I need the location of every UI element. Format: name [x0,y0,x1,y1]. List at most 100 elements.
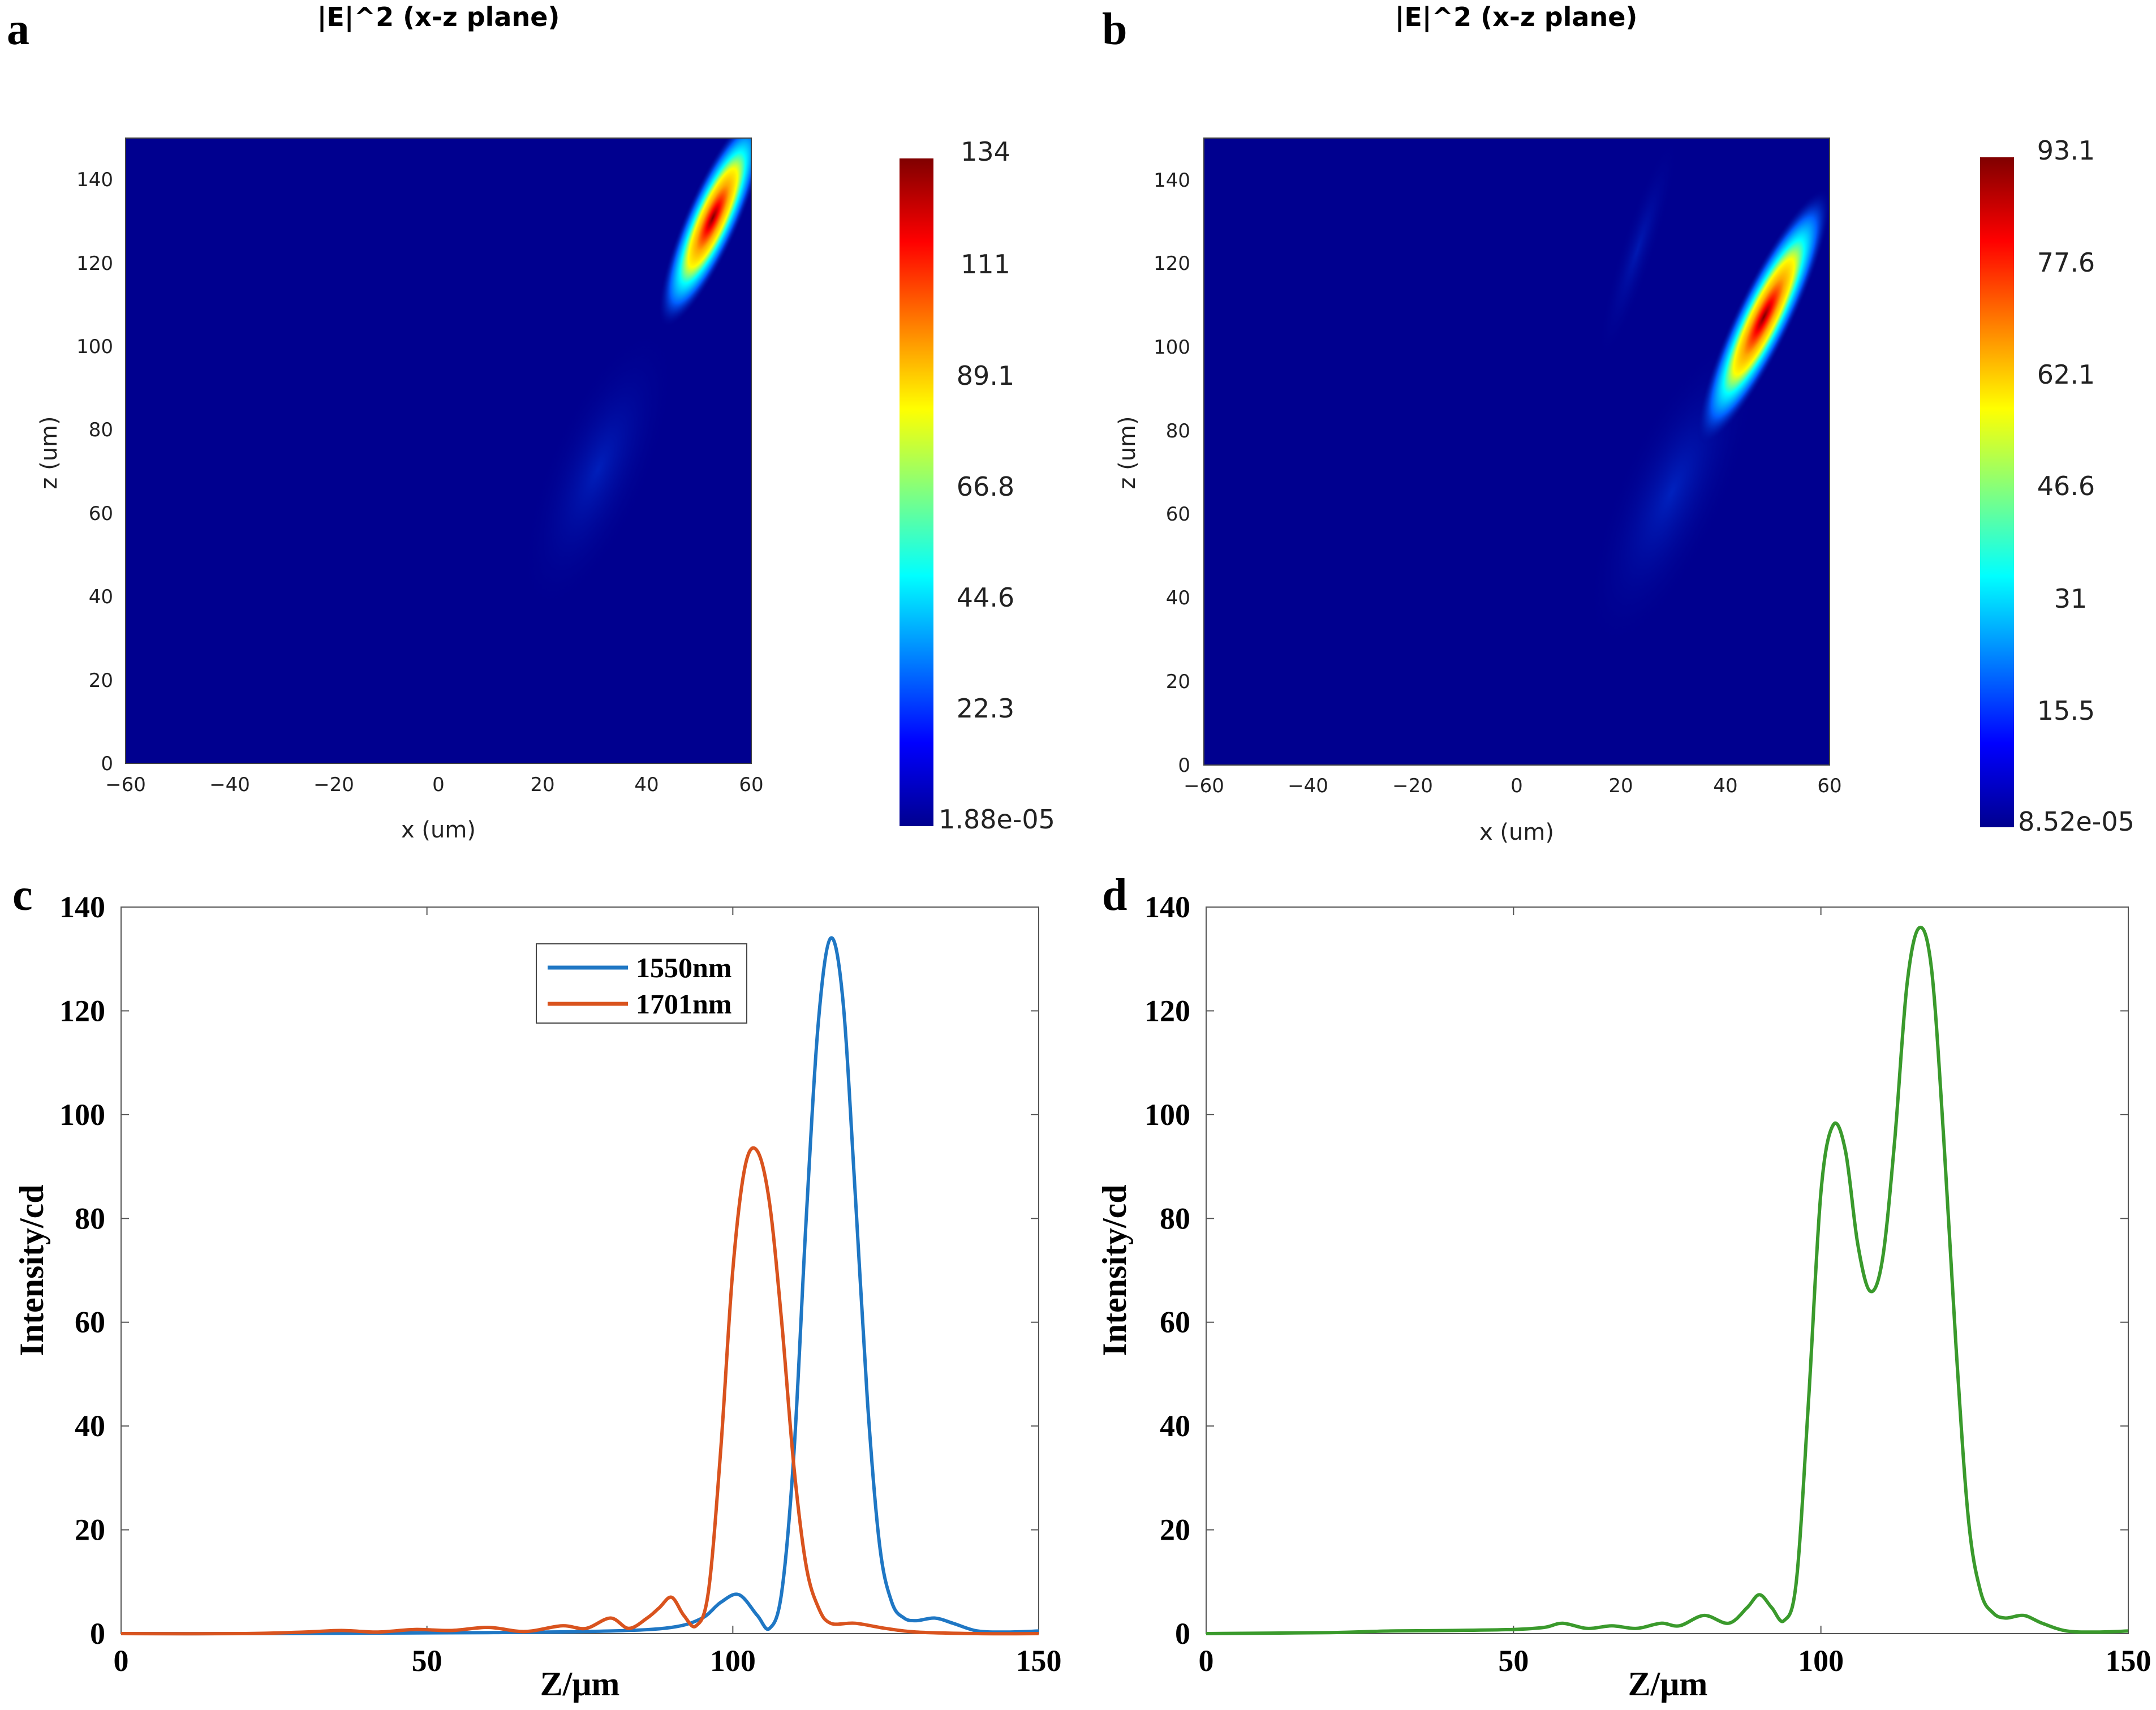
line-chart-c-ytick: 0 [90,1617,105,1651]
legend-label-1701nm: 1701nm [636,988,731,1020]
heatmap-a-ytick: 20 [89,669,113,692]
heatmap-a-xtick: −20 [313,774,354,796]
line-chart-d-ylabel: Intensity/cd [1096,1184,1133,1356]
heatmap-a-ytick: 120 [76,252,113,275]
heatmap-a-field [522,138,751,612]
heatmap-a-cbtick: 1.88e-05 [939,804,1055,835]
line-chart-c-series [121,936,1039,1636]
heatmap-a-cbtick: 22.3 [957,693,1014,724]
line-chart-c-ytick: 60 [75,1305,105,1339]
line-chart-d-series [1206,926,2129,1635]
heatmap-b-ytick: 20 [1166,671,1190,693]
heatmap-b-cbtick: 31 [2054,583,2088,614]
heatmap-a-ytick: 0 [101,753,113,775]
line-chart-c-xtick: 0 [114,1644,129,1678]
heatmap-b-ylabel: z (um) [1114,416,1141,489]
line-chart-c-xtick: 100 [710,1644,756,1678]
heatmap-a-xtick: 40 [634,774,659,796]
line-chart-d-frame [1206,906,2129,1634]
line-chart-c-xlabel: Z/μm [540,1665,620,1703]
heatmap-a-ticks: −60 −40 −20 0 20 40 60 0 20 40 60 80 100… [76,169,764,796]
line-chart-c-ticks: 0 50 100 150 0 20 40 60 80 100 120 140 [59,890,1062,1678]
line-chart-c-ytick: 40 [75,1409,105,1443]
heatmap-b-cbtick: 15.5 [2037,695,2095,726]
heatmap-a-ytick: 100 [76,336,113,358]
line-chart-c-ylabel: Intensity/cd [13,1184,50,1356]
heatmap-a-cbtick: 89.1 [957,360,1014,391]
heatmap-a-tail [522,327,674,612]
heatmap-a-xtick: 20 [530,774,554,796]
heatmap-b-ytick: 40 [1166,587,1190,609]
heatmap-a-cbtick: 134 [961,136,1010,167]
line-chart-c-frame [121,906,1039,1634]
heatmap-a-title: |E|^2 (x-z plane) [317,2,560,33]
heatmap-b-colorbar-ticks: 93.1 77.6 62.1 46.6 31 15.5 8.52e-05 [2018,135,2135,837]
heatmap-a-ytick: 40 [89,586,113,608]
line-chart-c-ytick: 100 [59,1098,105,1132]
heatmap-a-ytick: 140 [76,169,113,191]
heatmap-a-frame [125,138,752,764]
heatmap-b-ytick: 0 [1178,754,1190,777]
heatmap-b-cbtick: 8.52e-05 [2018,806,2135,837]
heatmap-b-xtick: 0 [1511,775,1523,797]
heatmap-b-cbtick: 46.6 [2037,471,2095,501]
heatmap-b-xtick: −40 [1288,775,1328,797]
heatmap-b-ytick: 60 [1166,503,1190,526]
heatmap-a-xtick: −40 [209,774,250,796]
heatmap-b-xtick: 20 [1608,775,1633,797]
heatmap-b-frame [1203,138,1830,766]
heatmap-a-ylabel: z (um) [36,416,62,489]
heatmap-b-title: |E|^2 (x-z plane) [1395,2,1638,33]
line-chart-c-ytick: 20 [75,1513,105,1547]
heatmap-a-colorbar [900,158,933,826]
line-chart-c-xtick: 50 [412,1644,442,1678]
heatmap-a-cbtick: 66.8 [957,471,1014,502]
line-chart-d-ytick: 140 [1144,890,1190,924]
heatmap-b-ytick: 120 [1154,252,1190,275]
panel-label-c: c [12,870,33,920]
line-chart-d-xtick: 0 [1199,1644,1214,1678]
heatmap-b-ytick: 100 [1154,336,1190,359]
line-chart-c-ytick: 80 [75,1201,105,1235]
line-chart-d-ticks: 0 50 100 150 0 20 40 60 80 100 120 140 [1144,890,2151,1678]
line-chart-c-xtick: 150 [1016,1644,1062,1678]
heatmap-b-cbtick: 62.1 [2037,359,2095,390]
heatmap-b-xtick: −20 [1392,775,1433,797]
heatmap-a: |E|^2 (x-z plane) −60 −40 −20 0 20 40 60… [36,2,1055,843]
line-chart-d-ytick: 0 [1175,1617,1190,1651]
heatmap-a-xtick: −60 [105,774,146,796]
heatmap-b-xtick: −60 [1184,775,1224,797]
line-chart-d-xtick: 100 [1798,1644,1844,1678]
heatmap-b: |E|^2 (x-z plane) −60 −40 −20 0 20 40 60… [1114,2,2135,845]
panel-label-d: d [1102,870,1128,920]
panel-label-b: b [1102,5,1128,54]
heatmap-a-xlabel: x (um) [401,817,476,843]
line-chart-d-xtick: 50 [1498,1644,1529,1678]
line-chart-d-xlabel: Z/μm [1628,1665,1708,1703]
heatmap-b-xlabel: x (um) [1479,819,1554,845]
line-chart-c-ytick: 120 [59,994,105,1028]
line-chart-c-series-1550nm [121,936,1039,1636]
line-chart-c-series-1701nm [121,1146,1039,1636]
line-chart-c-legend: 1550nm 1701nm [536,943,747,1024]
heatmap-a-xtick: 60 [739,774,763,796]
line-chart-d-ytick: 80 [1160,1201,1190,1235]
heatmap-b-side-lobe [1598,138,1678,362]
line-chart-d-ytick: 40 [1160,1409,1190,1443]
heatmap-b-cbtick: 93.1 [2037,135,2095,166]
heatmap-b-field [1587,138,1830,649]
heatmap-a-xtick: 0 [432,774,445,796]
line-chart-d-ytick: 60 [1160,1305,1190,1339]
line-chart-d-xtick: 150 [2106,1644,2151,1678]
line-chart-d-ytick: 120 [1144,994,1190,1028]
heatmap-a-ytick: 60 [89,502,113,525]
heatmap-b-ytick: 140 [1154,169,1190,192]
heatmap-b-hotspot [1697,189,1830,445]
heatmap-b-colorbar [1980,157,2014,827]
heatmap-b-xtick: 60 [1817,775,1841,797]
heatmap-a-colorbar-ticks: 134 111 89.1 66.8 44.6 22.3 1.88e-05 [939,136,1055,835]
heatmap-b-xtick: 40 [1713,775,1737,797]
heatmap-a-cbtick: 44.6 [957,582,1014,613]
panel-label-a: a [7,5,29,54]
